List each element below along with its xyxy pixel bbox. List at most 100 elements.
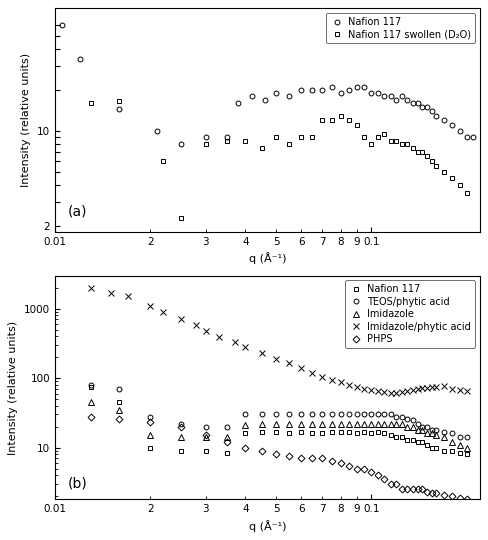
Nafion 117: [387, 93, 393, 99]
Nafion 117 swollen (D₂O): [399, 141, 405, 147]
Nafion 117: [393, 434, 399, 441]
Nafion 117: [361, 428, 367, 435]
Imidazole: [117, 407, 122, 413]
TEOS/phytic acid: [464, 434, 469, 441]
PHPS: [338, 460, 344, 466]
TEOS/phytic acid: [409, 417, 415, 423]
Imidazole: [203, 434, 209, 441]
PHPS: [457, 495, 463, 501]
TEOS/phytic acid: [441, 428, 447, 435]
Imidazole: [259, 421, 264, 427]
Imidazole/phytic acid: [457, 387, 463, 393]
Nafion 117: [354, 84, 360, 91]
Imidazole: [424, 430, 430, 437]
Y-axis label: Intensity (relative units): Intensity (relative units): [8, 320, 19, 455]
TEOS/phytic acid: [354, 411, 360, 418]
Imidazole/phytic acid: [346, 382, 352, 388]
Imidazole: [433, 432, 439, 438]
Imidazole: [399, 421, 405, 427]
Nafion 117: [405, 436, 410, 443]
Nafion 117: [375, 428, 381, 435]
TEOS/phytic acid: [243, 411, 248, 418]
PHPS: [309, 455, 315, 462]
TEOS/phytic acid: [329, 411, 335, 418]
Nafion 117 swollen (D₂O): [309, 134, 315, 140]
Nafion 117: [178, 448, 183, 454]
Imidazole: [319, 421, 325, 427]
Nafion 117: [203, 448, 209, 454]
Text: (b): (b): [68, 476, 87, 490]
TEOS/phytic acid: [382, 411, 387, 418]
Nafion 117: [273, 428, 279, 435]
PHPS: [346, 462, 352, 469]
PHPS: [117, 416, 122, 422]
Nafion 117: [441, 117, 447, 124]
PHPS: [298, 455, 304, 462]
Nafion 117: [428, 108, 434, 114]
Imidazole/phytic acid: [160, 309, 166, 315]
Imidazole: [428, 430, 434, 437]
Imidazole/phytic acid: [399, 389, 405, 395]
Imidazole: [286, 421, 292, 427]
TEOS/phytic acid: [415, 421, 421, 427]
Nafion 117: [415, 439, 421, 446]
Imidazole: [409, 423, 415, 430]
PHPS: [178, 423, 183, 430]
Imidazole/phytic acid: [415, 386, 421, 392]
Nafion 117: [309, 430, 315, 437]
Legend: Nafion 117, Nafion 117 swollen (D₂O): Nafion 117, Nafion 117 swollen (D₂O): [325, 13, 475, 43]
PHPS: [449, 493, 455, 500]
PHPS: [441, 491, 447, 498]
Imidazole: [405, 423, 410, 430]
Imidazole/phytic acid: [273, 355, 279, 362]
Nafion 117 swollen (D₂O): [424, 153, 430, 160]
Nafion 117 swollen (D₂O): [160, 158, 166, 164]
Imidazole: [457, 442, 463, 448]
Imidazole/phytic acid: [420, 385, 426, 392]
TEOS/phytic acid: [259, 411, 264, 418]
Imidazole/phytic acid: [329, 376, 335, 383]
Imidazole/phytic acid: [203, 328, 209, 335]
Nafion 117 swollen (D₂O): [393, 137, 399, 144]
TEOS/phytic acid: [224, 423, 230, 430]
PHPS: [409, 486, 415, 492]
Nafion 117: [433, 112, 439, 119]
Imidazole/phytic acid: [298, 364, 304, 371]
Imidazole: [309, 421, 315, 427]
Imidazole/phytic acid: [338, 379, 344, 386]
Nafion 117 swollen (D₂O): [259, 145, 264, 151]
Imidazole/phytic acid: [88, 285, 94, 291]
Imidazole/phytic acid: [464, 388, 469, 394]
PHPS: [399, 486, 405, 492]
Nafion 117: [117, 399, 122, 406]
Nafion 117 swollen (D₂O): [387, 137, 393, 144]
TEOS/phytic acid: [147, 413, 153, 420]
Nafion 117: [77, 56, 83, 62]
TEOS/phytic acid: [286, 411, 292, 418]
Imidazole/phytic acid: [409, 387, 415, 393]
Nafion 117: [319, 87, 325, 93]
Imidazole: [375, 421, 381, 427]
PHPS: [224, 439, 230, 446]
Nafion 117 swollen (D₂O): [382, 131, 387, 137]
Nafion 117: [449, 448, 455, 454]
TEOS/phytic acid: [375, 411, 381, 418]
Nafion 117 swollen (D₂O): [298, 134, 304, 140]
PHPS: [387, 481, 393, 487]
Nafion 117: [249, 93, 255, 99]
Imidazole/phytic acid: [259, 350, 264, 356]
TEOS/phytic acid: [405, 416, 410, 422]
Y-axis label: Intensity (relative units): Intensity (relative units): [21, 53, 31, 187]
Nafion 117: [464, 451, 469, 457]
TEOS/phytic acid: [424, 423, 430, 430]
Nafion 117: [382, 430, 387, 437]
Nafion 117: [147, 444, 153, 451]
Nafion 117: [470, 134, 476, 140]
TEOS/phytic acid: [338, 411, 344, 418]
Nafion 117 swollen (D₂O): [273, 134, 279, 140]
Imidazole/phytic acid: [387, 390, 393, 396]
Imidazole: [224, 434, 230, 441]
Imidazole/phytic acid: [449, 386, 455, 392]
PHPS: [88, 413, 94, 420]
Imidazole: [382, 421, 387, 427]
